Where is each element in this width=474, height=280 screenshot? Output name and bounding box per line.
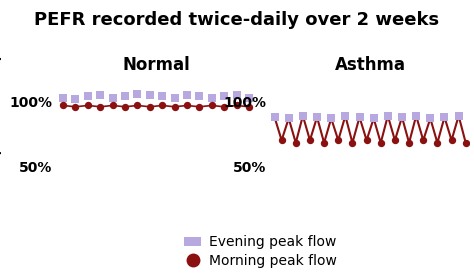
Point <box>121 104 129 109</box>
Point <box>278 138 285 143</box>
Title: Asthma: Asthma <box>335 56 406 74</box>
Point <box>356 115 363 119</box>
Point <box>245 104 253 109</box>
Point <box>220 94 228 99</box>
Point <box>158 103 166 108</box>
Point <box>72 104 79 109</box>
Point <box>306 138 314 143</box>
Point <box>158 94 166 99</box>
Point <box>233 93 240 97</box>
Point <box>328 116 335 121</box>
Point <box>59 103 67 108</box>
Point <box>313 115 321 119</box>
Point <box>134 103 141 108</box>
Point <box>434 141 441 145</box>
Point <box>342 114 349 118</box>
Point <box>96 93 104 97</box>
Point <box>233 103 240 108</box>
Point <box>72 97 79 101</box>
Point <box>171 95 178 100</box>
Point <box>183 93 191 97</box>
Point <box>292 141 300 145</box>
Point <box>398 115 406 119</box>
Point <box>146 104 154 109</box>
Point <box>196 94 203 99</box>
Point <box>455 114 463 118</box>
Point <box>320 141 328 145</box>
Y-axis label: PEFR (%Predicted): PEFR (%Predicted) <box>0 54 3 201</box>
Point <box>208 95 216 100</box>
Legend: Evening peak flow, Morning peak flow: Evening peak flow, Morning peak flow <box>179 230 343 273</box>
Point <box>59 95 67 100</box>
Point <box>208 103 216 108</box>
Point <box>441 115 448 119</box>
Text: PEFR recorded twice-daily over 2 weeks: PEFR recorded twice-daily over 2 weeks <box>35 11 439 29</box>
Point <box>183 103 191 108</box>
Point <box>245 95 253 100</box>
Point <box>109 103 117 108</box>
Point <box>109 95 117 100</box>
Point <box>299 114 307 118</box>
Point <box>412 114 420 118</box>
Point <box>419 138 427 143</box>
Point <box>196 104 203 109</box>
Point <box>134 92 141 96</box>
Point <box>462 141 470 145</box>
Point <box>448 138 456 143</box>
Point <box>370 116 377 121</box>
Point <box>171 104 178 109</box>
Point <box>335 138 342 143</box>
Point <box>285 116 292 121</box>
Point <box>84 103 91 108</box>
Point <box>377 141 384 145</box>
Point <box>96 104 104 109</box>
Point <box>349 141 356 145</box>
Point <box>220 104 228 109</box>
Title: Normal: Normal <box>122 56 190 74</box>
Point <box>84 94 91 99</box>
Point <box>391 138 399 143</box>
Point <box>121 94 129 99</box>
Point <box>146 93 154 97</box>
Point <box>405 141 413 145</box>
Point <box>384 114 392 118</box>
Point <box>427 116 434 121</box>
Point <box>363 138 370 143</box>
Point <box>271 115 278 119</box>
